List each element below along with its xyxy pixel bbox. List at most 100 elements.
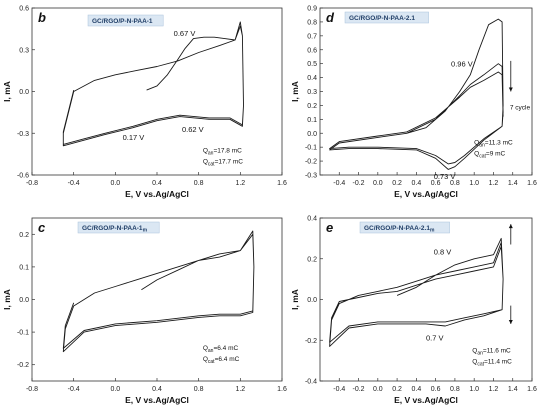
x-tick-label: 1.0 [469, 180, 479, 187]
x-tick-label: 0.8 [450, 180, 460, 187]
x-tick-label: 1.6 [277, 180, 287, 187]
y-tick-label: 0.0 [19, 89, 29, 96]
x-axis-label: E, V vs.Ag/AgCl [125, 395, 189, 405]
y-tick-label: 0.6 [19, 6, 29, 13]
x-tick-label: 0.4 [411, 180, 421, 187]
arrow-head [508, 224, 513, 229]
y-tick-label: 0.1 [307, 117, 317, 124]
charge-anodic: Qan=17.8 mC [203, 148, 242, 157]
charge-anodic: Qan=6.4 mC [203, 345, 239, 354]
charge-anodic: Qan=11.6 mC [472, 347, 511, 356]
x-tick-label: 0.8 [194, 386, 204, 393]
panel-title-box [344, 11, 429, 24]
y-tick-label: 0.3 [19, 47, 29, 54]
x-tick-label: 1.6 [277, 386, 287, 393]
y-tick-label: 0.2 [19, 232, 29, 239]
x-tick-label: 1.0 [469, 386, 479, 393]
series-line [329, 18, 504, 170]
panel-title: GC/RGO/P-N-PAA-1m [82, 225, 148, 234]
x-tick-label: 0.4 [152, 386, 162, 393]
series-line [62, 21, 244, 147]
y-tick-label: -0.2 [17, 362, 29, 369]
series-line [329, 237, 504, 347]
x-tick-label: 1.6 [527, 180, 537, 187]
charge-anodic: Qan=11.3 mC [474, 139, 513, 148]
y-tick-label: 0.0 [307, 297, 317, 304]
charge-cathodic: Qcat=11.4 mC [472, 358, 512, 367]
x-tick-label: -0.4 [333, 180, 345, 187]
y-tick-label: 0.2 [307, 103, 317, 110]
panel-title: GC/RGO/P-N-PAA-1 [92, 18, 153, 25]
x-axis-label: E, V vs.Ag/AgCl [394, 189, 458, 199]
arrow-head [508, 87, 513, 92]
y-tick-label: 0.3 [307, 89, 317, 96]
panel-title-box [77, 221, 160, 234]
peak-annotation: 0.96 V [451, 59, 473, 68]
chart-panel-c: -0.8 -0.4 0.0 0.4 0.8 1.2 1.6 -0.2 -0.1 0.0 0.1 0.2… [2, 217, 287, 405]
x-tick-label: 1.2 [489, 180, 499, 187]
chart-panel-d: -0.4 -0.2 0.0 0.2 0.4 0.6 0.8 1.0 1.2 1.4 1.6 -0.3 -… [290, 6, 537, 200]
peak-annotation: 0.62 V [182, 125, 204, 134]
panel-title: GC/RGO/P-N-PAA-2.1 [349, 15, 415, 22]
panel-letter: d [326, 10, 335, 25]
x-tick-label: -0.2 [353, 386, 365, 393]
x-tick-label: 0.0 [373, 180, 383, 187]
y-axis-label: I, mA [2, 81, 12, 102]
x-tick-label: 1.2 [235, 180, 245, 187]
x-tick-label: 0.0 [110, 386, 120, 393]
peak-annotation: 0.7 V [426, 333, 444, 342]
y-tick-label: -0.4 [305, 379, 317, 386]
y-axis-label: I, mA [290, 81, 300, 102]
x-tick-label: 0.2 [392, 386, 402, 393]
x-tick-label: 0.2 [392, 180, 402, 187]
panel-title: GC/RGO/P-N-PAA-2.1m [364, 225, 435, 234]
y-tick-label: -0.2 [305, 159, 317, 166]
chart-panel-e: -0.4 -0.2 0.0 0.2 0.4 0.6 0.8 1.0 1.2 1.4 1.6 -0.4 -… [290, 216, 537, 406]
x-tick-label: 0.6 [431, 180, 441, 187]
x-tick-label: -0.4 [68, 386, 80, 393]
x-tick-label: 1.2 [235, 386, 245, 393]
y-tick-label: 0.2 [307, 256, 317, 263]
y-tick-label: 0.6 [307, 47, 317, 54]
panel-letter: e [326, 220, 333, 235]
y-tick-label: 0.8 [307, 19, 317, 26]
series-line [62, 230, 255, 353]
x-tick-label: 1.2 [489, 386, 499, 393]
y-tick-label: 0.5 [307, 61, 317, 68]
x-tick-label: 0.4 [411, 386, 421, 393]
x-tick-label: 1.4 [508, 180, 518, 187]
y-tick-label: -0.1 [17, 330, 29, 337]
y-tick-label: 0.0 [19, 297, 29, 304]
x-tick-label: -0.2 [353, 180, 365, 187]
x-tick-label: 0.8 [450, 386, 460, 393]
x-tick-label: -0.8 [26, 180, 38, 187]
x-tick-label: -0.8 [26, 386, 38, 393]
arrow-label: 7 cycle [510, 105, 531, 112]
plot-frame [319, 217, 533, 382]
x-tick-label: 1.4 [508, 386, 518, 393]
y-axis-label: I, mA [290, 289, 300, 310]
x-tick-label: 1.6 [527, 386, 537, 393]
plot-frame [31, 7, 283, 176]
x-tick-label: 0.8 [194, 180, 204, 187]
y-tick-label: -0.2 [305, 338, 317, 345]
panel-title-box [87, 14, 164, 27]
x-tick-label: 0.0 [373, 386, 383, 393]
peak-annotation: 0.8 V [434, 248, 452, 257]
y-tick-label: 0.4 [307, 216, 317, 223]
peak-annotation: 0.17 V [123, 133, 145, 142]
y-tick-label: -0.6 [17, 173, 29, 180]
x-tick-label: 0.0 [110, 180, 120, 187]
plot-frame [31, 217, 283, 382]
x-tick-label: 0.4 [152, 180, 162, 187]
x-axis-label: E, V vs.Ag/AgCl [394, 395, 458, 405]
charge-cathodic: Qcat=9 mC [474, 150, 505, 159]
y-tick-label: 0.4 [307, 75, 317, 82]
y-axis-label: I, mA [2, 289, 12, 310]
x-tick-label: -0.4 [333, 386, 345, 393]
y-tick-label: 0.7 [307, 33, 317, 40]
panel-letter: c [38, 220, 46, 235]
y-tick-label: 0.1 [19, 264, 29, 271]
panel-title-box [359, 221, 450, 234]
